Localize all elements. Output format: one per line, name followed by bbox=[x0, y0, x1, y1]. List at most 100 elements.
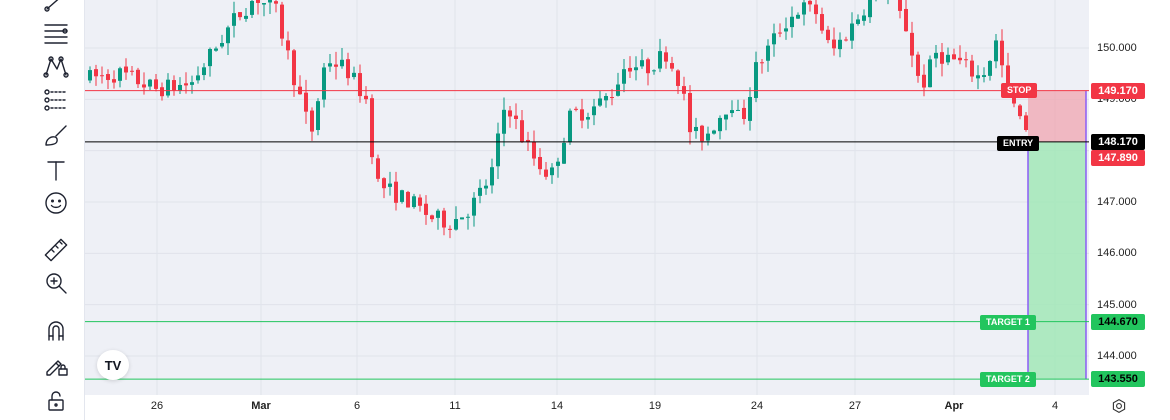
candle-body bbox=[802, 2, 806, 15]
candle-body bbox=[850, 23, 854, 41]
candle-body bbox=[190, 82, 194, 85]
text-tool[interactable] bbox=[37, 157, 75, 187]
candle-body bbox=[904, 8, 908, 32]
time-tick-label: 26 bbox=[150, 400, 164, 412]
lock-icon bbox=[43, 388, 69, 419]
candle-body bbox=[472, 197, 476, 216]
candle-body bbox=[586, 117, 590, 120]
candle-body bbox=[946, 54, 950, 63]
price-scale[interactable]: 151.000150.000149.000148.000147.000146.0… bbox=[1089, 0, 1170, 395]
candle-body bbox=[748, 96, 752, 121]
candle-body bbox=[256, 0, 260, 3]
candle-body bbox=[148, 79, 152, 87]
emoji-tool[interactable] bbox=[37, 190, 75, 220]
candle-body bbox=[124, 66, 128, 73]
gear-icon bbox=[1111, 398, 1127, 419]
candle-body bbox=[496, 133, 500, 167]
candle-body bbox=[424, 203, 428, 215]
target-1-price-badge: 144.670 bbox=[1091, 313, 1145, 330]
candle-body bbox=[88, 70, 92, 81]
candle-body bbox=[652, 70, 656, 72]
candle-body bbox=[868, 0, 872, 18]
pattern-tool[interactable] bbox=[37, 53, 75, 83]
candle-body bbox=[238, 12, 242, 18]
entry-tag[interactable]: ENTRY bbox=[997, 136, 1040, 151]
candle-body bbox=[988, 61, 992, 76]
candle-body bbox=[136, 69, 140, 85]
candle-body bbox=[532, 141, 536, 159]
candle-body bbox=[1018, 105, 1022, 117]
target-2-tag[interactable]: TARGET 2 bbox=[980, 372, 1036, 387]
prediction-tool[interactable] bbox=[37, 87, 75, 117]
candle-body bbox=[622, 69, 626, 84]
candle-body bbox=[928, 59, 932, 88]
candle-body bbox=[388, 183, 392, 187]
candle-body bbox=[580, 109, 584, 121]
candle-body bbox=[100, 75, 104, 77]
candle-body bbox=[274, 1, 278, 4]
candle-body bbox=[106, 74, 110, 80]
ruler-tool-icon bbox=[43, 237, 69, 268]
reward-zone bbox=[1028, 141, 1086, 380]
candle-body bbox=[832, 39, 836, 49]
candle-body bbox=[202, 67, 206, 76]
candle-body bbox=[664, 52, 668, 62]
trend-line-tool[interactable] bbox=[37, 0, 75, 19]
candle-body bbox=[208, 48, 212, 67]
candle-body bbox=[736, 109, 740, 111]
fib-retracement-tool[interactable] bbox=[37, 20, 75, 50]
zoom-in-tool[interactable] bbox=[37, 270, 75, 300]
chart-settings-button[interactable] bbox=[1109, 398, 1129, 418]
candle-body bbox=[940, 52, 944, 64]
candle-body bbox=[412, 196, 416, 208]
candle-body bbox=[952, 54, 956, 60]
time-tick-label: 14 bbox=[550, 400, 564, 412]
candle-body bbox=[706, 133, 710, 141]
time-tick-label: 11 bbox=[449, 400, 461, 412]
candle-body bbox=[754, 62, 758, 99]
candle-body bbox=[214, 48, 218, 51]
candle-body bbox=[442, 210, 446, 228]
price-tick-label: 146.000 bbox=[1097, 247, 1137, 260]
candle-body bbox=[730, 110, 734, 114]
magnet-tool[interactable] bbox=[37, 318, 75, 348]
lock-drawing-tool[interactable] bbox=[37, 352, 75, 382]
candle-body bbox=[568, 110, 572, 143]
candle-body bbox=[676, 70, 680, 86]
price-chart[interactable] bbox=[85, 0, 1089, 395]
candle-body bbox=[514, 115, 518, 120]
emoji-tool-icon bbox=[43, 190, 69, 221]
candle-body bbox=[232, 13, 236, 26]
candle-body bbox=[526, 139, 530, 142]
candle-body bbox=[670, 63, 674, 69]
candle-body bbox=[436, 210, 440, 218]
candle-body bbox=[970, 60, 974, 77]
candle-body bbox=[718, 117, 722, 132]
candle-body bbox=[358, 73, 362, 97]
candle-body bbox=[598, 98, 602, 106]
ruler-tool[interactable] bbox=[37, 237, 75, 267]
candle-body bbox=[958, 57, 962, 61]
candle-body bbox=[118, 68, 122, 81]
candle-body bbox=[292, 50, 296, 86]
brush-tool-icon bbox=[43, 123, 69, 154]
candle-body bbox=[112, 79, 116, 83]
candle-body bbox=[352, 72, 356, 78]
brush-tool[interactable] bbox=[37, 123, 75, 153]
candle-body bbox=[694, 126, 698, 132]
candle-body bbox=[562, 142, 566, 164]
candle-body bbox=[502, 109, 506, 134]
target-1-tag[interactable]: TARGET 1 bbox=[980, 315, 1036, 330]
chart-pane[interactable]: STOP ENTRY TARGET 1 TARGET 2 TV bbox=[85, 0, 1089, 395]
time-scale[interactable]: 26 Mar 6 11 14 19 24 27 Apr 4 bbox=[85, 395, 1089, 420]
lock-tool[interactable] bbox=[37, 388, 75, 418]
stop-tag[interactable]: STOP bbox=[1001, 83, 1038, 98]
stop-price-badge: 149.170 bbox=[1091, 82, 1145, 99]
candle-body bbox=[838, 39, 842, 50]
candle-body bbox=[628, 67, 632, 72]
candle-body bbox=[250, 0, 254, 15]
candle-body bbox=[322, 67, 326, 100]
candle-body bbox=[280, 4, 284, 39]
candle-body bbox=[712, 130, 716, 134]
candle-body bbox=[658, 51, 662, 69]
